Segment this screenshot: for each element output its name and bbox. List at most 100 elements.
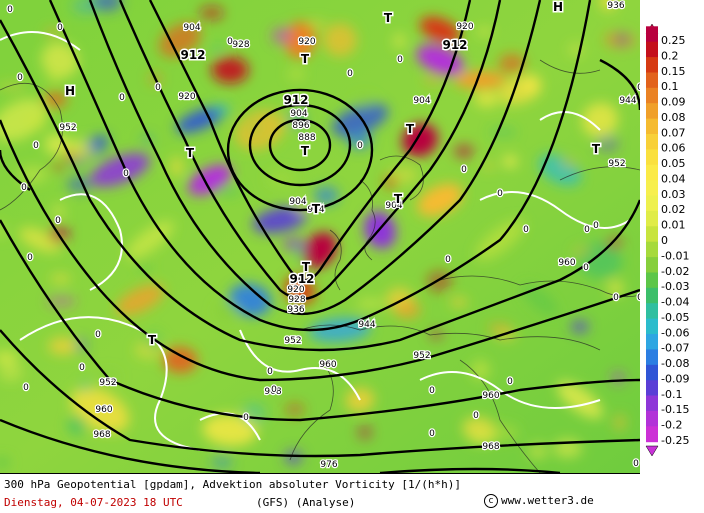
contour-label: 912 (442, 38, 467, 52)
isoline (0, 329, 640, 458)
legend-swatch (646, 57, 658, 73)
zero-value-label: 0 (27, 253, 33, 263)
zero-value-label: 0 (497, 189, 503, 199)
contour-label: 888 (298, 133, 315, 143)
caption-footer: 300 hPa Geopotential [gpdam], Advektion … (0, 473, 640, 513)
contour-label: 920 (298, 37, 315, 47)
contour-label: 904 (289, 197, 306, 207)
legend-swatch (646, 118, 658, 135)
pressure-center-label: T (301, 52, 310, 66)
isoline (118, 0, 502, 300)
zero-value-label: 0 (155, 83, 161, 93)
zero-value-label: 0 (33, 141, 39, 151)
contour-label: 936 (607, 1, 624, 11)
zero-value-label: 0 (633, 459, 639, 469)
legend-swatch (646, 241, 658, 258)
legend-swatch (646, 149, 658, 166)
legend-swatch (646, 164, 658, 181)
zero-value-label: 0 (593, 221, 599, 231)
zero-value-label: 0 (507, 377, 513, 387)
zero-value-label: 0 (347, 69, 353, 79)
zero-value-label: 0 (429, 429, 435, 439)
contour-label: 952 (608, 159, 625, 169)
legend-label: -0.09 (661, 373, 689, 386)
legend-label: -0.1 (661, 388, 682, 401)
legend-label: 0.25 (661, 34, 686, 47)
legend-label: 0.06 (661, 142, 686, 155)
field-description: 300 hPa Geopotential [gpdam], Advektion … (4, 478, 461, 491)
pressure-center-label: T (148, 333, 157, 347)
legend-swatch (646, 303, 658, 320)
legend-swatch (646, 334, 658, 350)
contour-label: 896 (292, 121, 309, 131)
contour-label: 960 (558, 258, 575, 268)
legend-swatch (646, 318, 658, 335)
isoline (0, 119, 640, 382)
legend-swatch (646, 210, 658, 227)
zero-value-label: 0 (119, 93, 125, 103)
isoline (0, 418, 261, 473)
valid-date: Dienstag, 04-07-2023 18 UTC (4, 496, 183, 509)
legend-label: 0.02 (661, 203, 686, 216)
contour-label: 952 (99, 378, 116, 388)
legend-swatch (646, 257, 658, 273)
pressure-center-label: T (312, 202, 321, 216)
zero-value-label: 0 (357, 141, 363, 151)
isoline (248, 103, 352, 187)
zero-value-label: 0 (227, 37, 233, 47)
contour-label: 904 (290, 109, 307, 119)
zero-value-label: 0 (7, 5, 13, 15)
contour-label: 968 (264, 387, 281, 397)
pressure-center-label: T (406, 122, 415, 136)
legend-bar: 0.25 0.2 0.15 0.1 0.09 0.08 0.07 0.06 0.05 0.04 0.… (645, 23, 689, 457)
legend-label: -0.07 (661, 342, 689, 355)
legend-swatch (646, 26, 658, 43)
contour-label: 912 (289, 272, 314, 286)
contour-label: 952 (59, 123, 76, 133)
zero-value-label: 0 (397, 55, 403, 65)
contour-label: 960 (319, 360, 336, 370)
legend-label: 0.09 (661, 96, 686, 109)
zero-value-label: 0 (243, 413, 249, 423)
contour-label: 960 (482, 391, 499, 401)
legend-swatch (646, 272, 658, 289)
legend-swatch (646, 395, 658, 412)
isoline (0, 149, 31, 191)
zero-value-label: 0 (21, 183, 27, 193)
legend-arrow-down-icon (645, 445, 659, 457)
contour-label: 976 (320, 460, 337, 470)
contour-label: 952 (413, 351, 430, 361)
legend-label: -0.01 (661, 249, 689, 262)
isoline (226, 88, 374, 212)
zero-value-label: 0 (55, 216, 61, 226)
legend-label: -0.2 (661, 419, 682, 432)
zero-value-label: 0 (445, 255, 451, 265)
legend-swatch (646, 180, 658, 197)
isoline (599, 58, 640, 111)
legend-swatch (646, 349, 658, 366)
legend-swatch (646, 426, 658, 443)
contour-label: 920 (178, 92, 195, 102)
zero-value-label: 0 (23, 383, 29, 393)
contour-label: 904 (307, 205, 324, 215)
copyright-icon: c (484, 494, 498, 508)
legend-swatch (646, 364, 658, 381)
legend-label: 0.01 (661, 219, 686, 232)
legend-label: 0.08 (661, 111, 686, 124)
zero-value-label: 0 (123, 169, 129, 179)
contour-label: 920 (287, 285, 304, 295)
zero-line-contours (0, 31, 631, 451)
legend-label: 0 (661, 234, 668, 247)
legend-label: 0.04 (661, 173, 686, 186)
coastlines (0, 59, 640, 473)
contour-label: 920 (456, 22, 473, 32)
contour-label: 928 (232, 40, 249, 50)
zero-value-label: 0 (637, 293, 640, 303)
zero-value-label: 0 (271, 385, 277, 395)
legend-label: -0.05 (661, 311, 689, 324)
contour-label: 944 (619, 96, 636, 106)
pressure-center-label: T (384, 11, 393, 25)
isoline (48, 0, 592, 332)
contour-label: 944 (358, 320, 375, 330)
geopotential-isolines (0, 0, 640, 473)
